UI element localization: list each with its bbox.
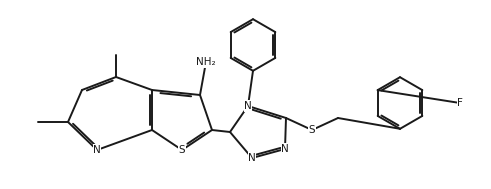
Text: NH₂: NH₂ <box>196 57 216 67</box>
Text: F: F <box>457 98 463 108</box>
Text: N: N <box>93 145 101 155</box>
Text: N: N <box>281 144 289 154</box>
Text: S: S <box>309 125 315 135</box>
Text: N: N <box>248 153 256 163</box>
Text: S: S <box>179 145 185 155</box>
Text: N: N <box>244 101 252 111</box>
